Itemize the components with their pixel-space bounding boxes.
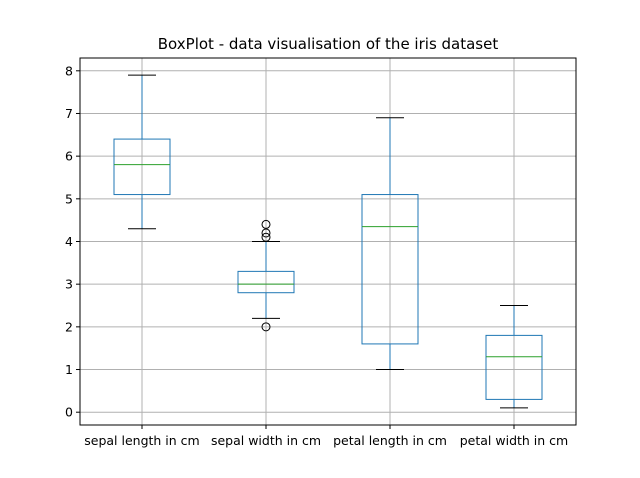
chart-title: BoxPlot - data visualisation of the iris… xyxy=(158,35,499,53)
box-group xyxy=(113,74,171,230)
x-tick-label: petal width in cm xyxy=(460,433,568,448)
box-group xyxy=(361,117,419,371)
box-group xyxy=(485,305,543,409)
x-tick-label: petal length in cm xyxy=(333,433,447,448)
y-tick-label: 2 xyxy=(65,319,73,334)
x-tick-label: sepal width in cm xyxy=(211,433,321,448)
iqr-box xyxy=(485,334,543,400)
outlier-point xyxy=(261,232,271,242)
y-tick-label: 7 xyxy=(65,106,73,121)
y-tick-label: 3 xyxy=(65,277,73,292)
y-tick-label: 8 xyxy=(65,63,73,78)
outlier-point xyxy=(261,228,271,238)
iqr-box xyxy=(237,270,295,294)
x-tick-label: sepal length in cm xyxy=(84,433,199,448)
outlier-point xyxy=(261,219,271,229)
box-group xyxy=(237,219,295,332)
outlier-point xyxy=(261,322,271,332)
y-tick-label: 1 xyxy=(65,362,73,377)
axis-layer: 0 1 2 3 4 5 6 7 8 sepal length in cm sepal width i… xyxy=(65,63,568,448)
y-tick-label: 5 xyxy=(65,191,73,206)
box-layer xyxy=(113,74,543,409)
iqr-box xyxy=(113,138,171,196)
y-tick-label: 4 xyxy=(65,234,73,249)
iqr-box xyxy=(361,194,419,345)
y-tick-label: 6 xyxy=(65,149,73,164)
grid-layer xyxy=(80,58,576,425)
y-tick-label: 0 xyxy=(65,405,73,420)
